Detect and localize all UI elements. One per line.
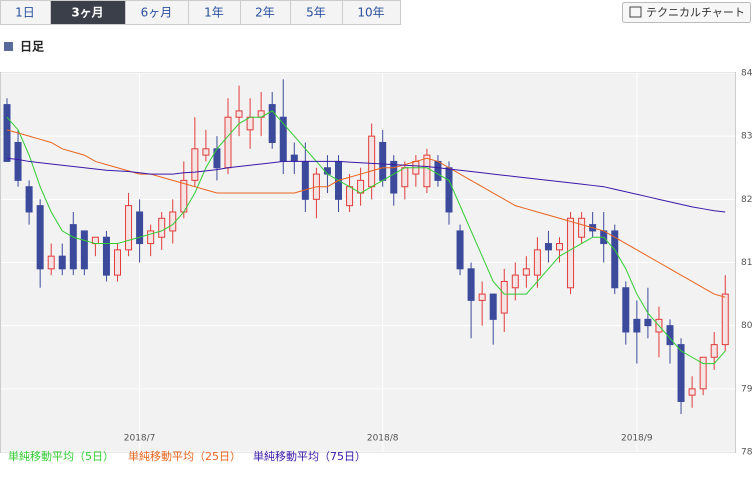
candle-body (136, 211, 144, 245)
candle-body (268, 104, 276, 143)
candle-body (114, 249, 121, 276)
candle-body (567, 217, 575, 289)
candle-body (633, 318, 641, 333)
candle-body (500, 280, 508, 314)
candle-body (368, 135, 376, 188)
candle-body (533, 249, 541, 276)
y-tick-label: 80 (741, 321, 753, 331)
candle-body (677, 344, 685, 402)
legend-entry: 単純移動平均（25日） (128, 449, 241, 463)
technical-button[interactable] (622, 2, 751, 23)
candle-body (147, 230, 155, 245)
tab-label[interactable]: 2年 (255, 6, 275, 20)
candle-body (467, 268, 475, 301)
candle-body (47, 255, 55, 270)
candle-body (544, 243, 552, 251)
candle-body (511, 274, 519, 289)
candle-body (434, 160, 442, 181)
x-tick-label: 2018/7 (124, 434, 156, 444)
candle-body (290, 154, 298, 162)
candle-body (36, 205, 44, 270)
candle-body (224, 116, 232, 169)
candle-body (721, 293, 729, 346)
tab[interactable] (290, 0, 343, 25)
y-tick-label: 83 (741, 132, 752, 142)
candle-body (125, 205, 133, 251)
y-tick-label: 82 (741, 195, 752, 205)
candle-body (578, 217, 586, 238)
candle-body (14, 141, 22, 181)
candle-body (102, 236, 110, 276)
button-icon (629, 6, 642, 18)
legend-entry: 単純移動平均（75日） (253, 449, 366, 463)
moving-average (6, 157, 726, 213)
candle-body (357, 179, 365, 194)
candle-body (622, 287, 630, 333)
candle-body (158, 217, 166, 238)
candle-body (301, 160, 309, 200)
candle-body (401, 167, 409, 188)
candle-body (25, 186, 33, 213)
candle-body (202, 148, 210, 156)
candle-body (180, 179, 188, 213)
candle-body (246, 116, 254, 131)
tab-label[interactable]: 5年 (306, 6, 326, 20)
candle-body (710, 344, 718, 358)
tab[interactable] (188, 0, 241, 25)
section-icon (4, 42, 13, 51)
candle-body (445, 167, 453, 213)
candle-body (699, 356, 707, 390)
candle-body (3, 104, 11, 162)
button-label[interactable]: テクニカルチャート (646, 6, 745, 19)
tab-label[interactable]: 1年 (204, 6, 224, 20)
candle-body (688, 388, 696, 396)
candle-body (456, 230, 464, 270)
candle-body (478, 293, 486, 301)
candle-body (58, 255, 66, 270)
candle-body (69, 224, 77, 270)
candle-body (522, 268, 530, 276)
candle-body (379, 141, 387, 181)
tab-label[interactable]: 3ヶ月 (71, 6, 103, 20)
candle-body (191, 148, 199, 181)
tab[interactable] (50, 0, 126, 25)
candle-body (390, 160, 398, 194)
tab-label[interactable]: 10年 (357, 6, 384, 20)
moving-average (6, 129, 726, 298)
tab[interactable] (125, 0, 189, 25)
section-label: 日足 (20, 40, 44, 54)
x-tick-label: 2018/9 (621, 434, 653, 444)
tab-label[interactable]: 1日 (15, 6, 35, 20)
candle-body (346, 186, 354, 207)
tab-label[interactable]: 6ヶ月 (141, 6, 173, 20)
y-tick-label: 84 (741, 69, 753, 79)
x-tick-label: 2018/8 (367, 434, 399, 444)
candle-body (235, 110, 243, 118)
candle-body (489, 293, 497, 320)
y-tick-label: 79 (741, 384, 753, 394)
legend-entry: 単純移動平均（5日） (8, 449, 114, 463)
candle-body (423, 154, 431, 188)
candle-body (611, 230, 619, 289)
tab[interactable] (240, 0, 291, 25)
candle-body (644, 318, 652, 327)
y-tick-label: 78 (741, 448, 753, 458)
tab[interactable] (342, 0, 401, 25)
moving-average (6, 110, 726, 365)
candle-body (556, 243, 563, 251)
candle-body (80, 230, 88, 270)
y-tick-label: 81 (741, 258, 752, 268)
